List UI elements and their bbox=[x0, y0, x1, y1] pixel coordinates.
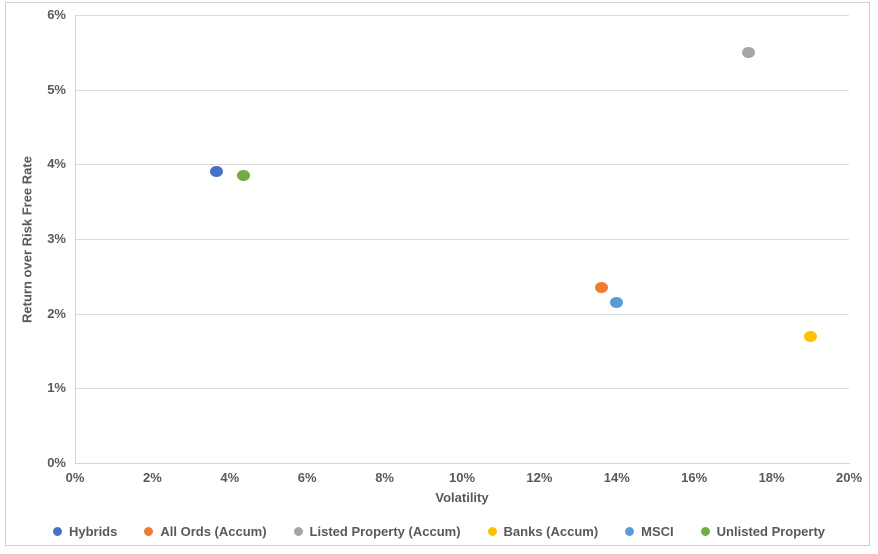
y-tick-label: 2% bbox=[47, 305, 66, 321]
data-point-hybrids bbox=[209, 166, 223, 178]
legend-item-label: Banks (Accum) bbox=[503, 524, 599, 539]
data-point-unlisted-property bbox=[236, 170, 250, 182]
legend-marker-icon bbox=[625, 527, 635, 536]
y-tick-label: 3% bbox=[47, 231, 66, 246]
legend-item-label: Hybrids bbox=[68, 524, 118, 539]
y-tick-label: 0% bbox=[47, 455, 66, 470]
x-tick-label: 6% bbox=[297, 470, 317, 485]
legend-marker-icon bbox=[52, 527, 62, 536]
legend-marker-icon bbox=[293, 527, 303, 536]
y-tick-label: 1% bbox=[47, 380, 66, 396]
legend-item-banks-accum: Banks (Accum) bbox=[487, 524, 599, 539]
legend-item-hybrids: Hybrids bbox=[52, 524, 118, 539]
legend-item-all-ords-accum: All Ords (Accum) bbox=[144, 524, 267, 539]
legend: Hybrids All Ords (Accum) Listed Property (… bbox=[10, 524, 868, 539]
x-tick-label: 12% bbox=[526, 470, 553, 485]
legend-item-msci: MSCI bbox=[625, 524, 674, 539]
data-point-msci bbox=[610, 296, 624, 308]
x-tick-label: 16% bbox=[681, 470, 708, 485]
x-tick-label: 8% bbox=[375, 470, 394, 485]
y-axis-title: Return over Risk Free Rate bbox=[19, 156, 35, 323]
legend-marker-icon bbox=[144, 527, 154, 536]
data-point-banks-accum bbox=[803, 330, 817, 342]
gridline bbox=[75, 239, 849, 240]
x-tick-label: 18% bbox=[758, 470, 785, 485]
y-tick-label: 4% bbox=[47, 156, 66, 172]
x-tick-label: 10% bbox=[448, 470, 476, 485]
y-tick-label: 6% bbox=[47, 7, 66, 22]
gridline bbox=[75, 15, 849, 16]
x-tick-label: 20% bbox=[835, 470, 863, 485]
legend-item-listed-property-accum: Listed Property (Accum) bbox=[293, 524, 461, 539]
legend-marker-icon bbox=[700, 527, 710, 536]
legend-item-label: Listed Property (Accum) bbox=[309, 524, 461, 539]
chart-frame bbox=[5, 2, 870, 546]
x-tick-label: 14% bbox=[603, 470, 630, 485]
x-axis-title: Volatility bbox=[435, 490, 489, 505]
data-point-all-ords-accum bbox=[594, 282, 608, 294]
legend-item-label: All Ords (Accum) bbox=[160, 524, 267, 539]
legend-item-unlisted-property: Unlisted Property bbox=[700, 524, 826, 539]
x-tick-label: 2% bbox=[142, 470, 162, 485]
gridline bbox=[75, 313, 849, 315]
plot-area bbox=[75, 15, 850, 464]
legend-marker-icon bbox=[487, 527, 497, 536]
x-tick-label: 0% bbox=[65, 470, 85, 485]
gridline bbox=[75, 89, 849, 91]
x-tick-label: 4% bbox=[220, 470, 240, 485]
y-tick-label: 5% bbox=[47, 81, 66, 97]
gridline bbox=[75, 164, 849, 166]
legend-item-label: Unlisted Property bbox=[716, 524, 826, 539]
data-point-listed-property-accum bbox=[741, 46, 755, 58]
gridline bbox=[75, 388, 849, 390]
legend-item-label: MSCI bbox=[641, 524, 674, 539]
